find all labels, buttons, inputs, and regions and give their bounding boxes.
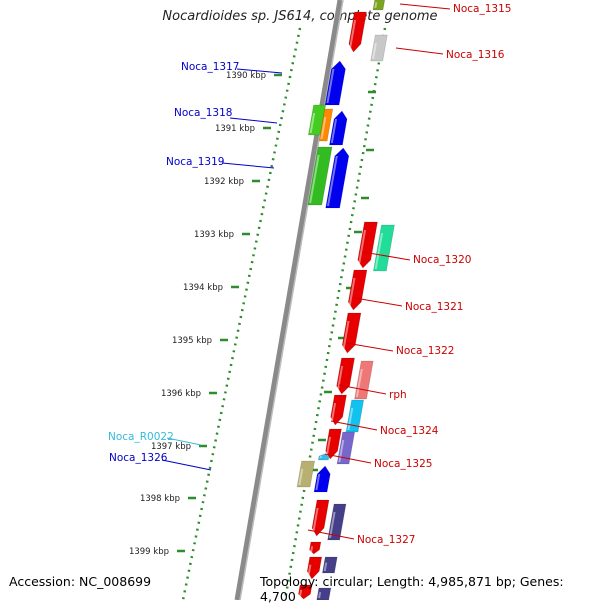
gene-noca-1320b[interactable]: [372, 224, 395, 272]
gene-label-noca-1320[interactable]: Noca_1320: [413, 254, 471, 266]
gene-label-noca-1316[interactable]: Noca_1316: [446, 49, 505, 61]
gene-noca-1327f[interactable]: [298, 584, 313, 600]
gene-noca-1319[interactable]: [325, 147, 351, 209]
kbp-tick-label: 1398 kbp: [140, 494, 180, 504]
gene-label-noca-1321[interactable]: Noca_1321: [405, 301, 463, 313]
gene-noca-1318[interactable]: [328, 110, 348, 146]
gene-noca-1315[interactable]: [347, 11, 367, 53]
kbp-tick-label: 1399 kbp: [129, 547, 169, 557]
gene-noca-1319-green[interactable]: [307, 146, 333, 206]
gene-label-noca-1317[interactable]: Noca_1317: [181, 61, 239, 73]
leader-line-noca-1319: [221, 162, 275, 169]
kbp-tick-label: 1395 kbp: [172, 336, 212, 346]
kbp-tick-label: 1394 kbp: [183, 283, 223, 293]
gene-label-rph[interactable]: rph: [389, 389, 407, 401]
gene-noca-1318-orange[interactable]: [318, 108, 334, 142]
gene-noca-1322[interactable]: [341, 312, 362, 354]
kbp-tick-label: 1392 kbp: [204, 177, 244, 187]
leader-line-noca-1315: [399, 3, 451, 10]
gene-label-noca-1322[interactable]: Noca_1322: [396, 345, 454, 357]
leader-line-noca-1322: [345, 342, 394, 352]
leader-line-noca-1316: [395, 47, 444, 55]
gene-label-noca-1327[interactable]: Noca_1327: [357, 534, 415, 546]
genome-backbone: [234, 0, 343, 600]
leader-line-noca-1324: [330, 420, 378, 431]
leader-line-noca-1327: [307, 529, 355, 540]
kbp-tick-label: 1396 kbp: [161, 389, 201, 399]
gene-label-noca-r0022[interactable]: Noca_R0022: [108, 431, 174, 443]
gene-label-noca-1319[interactable]: Noca_1319: [166, 156, 224, 168]
gene-noca-1325[interactable]: [324, 428, 342, 460]
gene-noca-1327g[interactable]: [316, 587, 332, 600]
gene-noca-1324[interactable]: [329, 394, 347, 426]
gene-noca-1320[interactable]: [356, 221, 378, 269]
kbp-tick-label: 1397 kbp: [151, 442, 191, 452]
gene-noca-1326-olive[interactable]: [296, 460, 316, 488]
kbp-tick-label: 1393 kbp: [194, 230, 234, 240]
accession-text: Accession: NC_008699: [9, 574, 152, 589]
gene-noca-1315b[interactable]: [372, 0, 386, 11]
leader-line-noca-1326: [161, 459, 212, 471]
leader-line-noca-1325: [324, 453, 372, 464]
gene-rph[interactable]: [354, 360, 374, 400]
genome-title: Nocardioides sp. JS614, complete genome: [162, 9, 438, 24]
gene-noca-r0022[interactable]: [317, 453, 330, 461]
leader-line-noca-1317: [236, 68, 283, 74]
gene-noca-1321[interactable]: [347, 269, 368, 311]
gene-label-noca-1318[interactable]: Noca_1318: [174, 107, 232, 119]
leader-line-rph: [338, 384, 387, 395]
genome-backbone-highlight: [239, 0, 344, 600]
leader-line-noca-1320: [362, 251, 411, 261]
leader-line-noca-1318: [229, 117, 278, 124]
leader-line-noca-1321: [354, 297, 403, 307]
gene-label-noca-1325[interactable]: Noca_1325: [374, 458, 432, 470]
gene-label-noca-1324[interactable]: Noca_1324: [380, 425, 439, 437]
leader-line-noca-r0022: [166, 437, 202, 446]
gene-label-noca-1326[interactable]: Noca_1326: [109, 452, 168, 464]
gene-noca-1327e[interactable]: [321, 556, 338, 574]
kbp-tick-label: 1391 kbp: [215, 124, 255, 134]
ruler-track-right: [283, 27, 387, 600]
gene-noca-1326[interactable]: [313, 465, 332, 493]
gene-noca-1327b[interactable]: [327, 503, 347, 541]
gene-label-noca-1315[interactable]: Noca_1315: [453, 3, 511, 15]
kbp-tick-label: 1390 kbp: [226, 71, 266, 81]
gene-noca-1317[interactable]: [324, 60, 347, 106]
gene-noca-1327d[interactable]: [306, 556, 323, 580]
gene-noca-1327c[interactable]: [309, 541, 322, 555]
gene-noca-1322b[interactable]: [335, 357, 356, 395]
gene-noca-1316[interactable]: [370, 34, 388, 62]
